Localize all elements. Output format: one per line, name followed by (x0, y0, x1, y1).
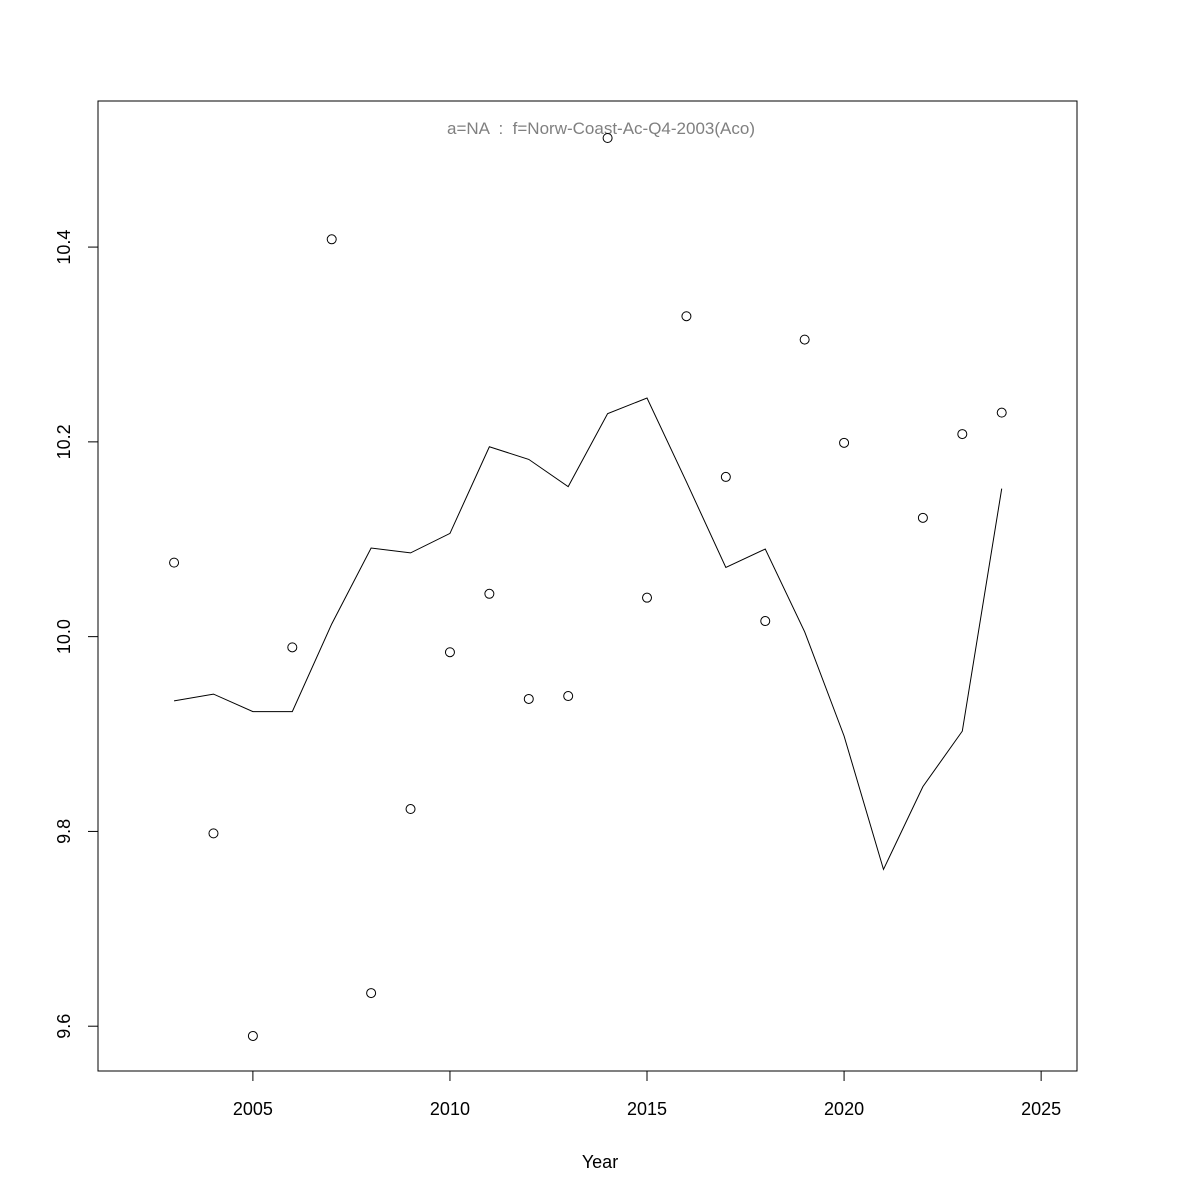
data-point (839, 437, 850, 448)
data-point (799, 334, 810, 345)
data-point (444, 647, 455, 658)
data-point (917, 512, 928, 523)
data-point (405, 804, 416, 815)
data-point (563, 691, 574, 702)
x-tick-label: 2015 (627, 1099, 667, 1119)
data-point (169, 557, 180, 568)
y-tick-label: 10.4 (54, 230, 74, 265)
data-point (720, 471, 731, 482)
data-point (642, 592, 653, 603)
data-point (247, 1030, 258, 1041)
fitted-line (173, 397, 1003, 871)
data-point (287, 642, 298, 653)
data-point (602, 133, 613, 144)
x-axis-label: Year (582, 1152, 618, 1172)
chart-title: a=NA : f=Norw-Coast-Ac-Q4-2003(Aco) (447, 119, 755, 138)
y-tick-label: 10.0 (54, 619, 74, 654)
data-point (996, 407, 1007, 418)
observed-points (169, 133, 1007, 1041)
line-path (173, 397, 1003, 871)
y-tick-label: 10.2 (54, 424, 74, 459)
data-point (523, 693, 534, 704)
data-point (326, 234, 337, 245)
plot-frame (97, 100, 1078, 1072)
data-point (366, 988, 377, 999)
y-tick-label: 9.6 (54, 1014, 74, 1039)
x-tick-label: 2010 (430, 1099, 470, 1119)
x-tick-label: 2005 (233, 1099, 273, 1119)
x-tick-label: 2020 (824, 1099, 864, 1119)
data-point (681, 311, 692, 322)
y-axis: 9.6 9.8 10.0 10.2 10.4 (54, 230, 99, 1039)
x-tick-label: 2025 (1021, 1099, 1061, 1119)
data-point (208, 828, 219, 839)
data-point (760, 616, 771, 627)
x-axis: 2005 2010 2015 2020 2025 (233, 1070, 1061, 1119)
y-tick-label: 9.8 (54, 819, 74, 844)
data-point (957, 429, 968, 440)
data-point (484, 588, 495, 599)
